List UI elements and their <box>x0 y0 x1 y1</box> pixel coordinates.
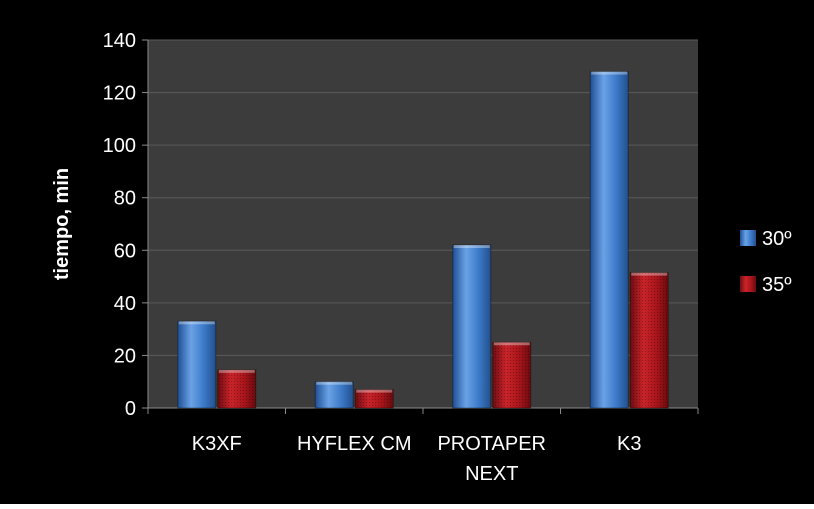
y-axis-title: tiempo, min <box>51 168 73 280</box>
bar-top-highlight <box>356 389 393 393</box>
bar-series-1-0 <box>177 320 217 409</box>
bar-top-highlight <box>453 245 490 249</box>
y-tick-label: 60 <box>114 240 136 262</box>
bar-top-highlight <box>591 71 628 75</box>
y-tick-label: 0 <box>125 398 136 420</box>
x-tick-label: K3 <box>617 433 641 455</box>
bar-texture <box>355 389 394 408</box>
legend-label-2: 35º <box>762 274 792 296</box>
bar-series-1-1 <box>314 381 354 409</box>
bar-top-highlight <box>316 381 353 385</box>
y-tick-label: 40 <box>114 293 136 315</box>
x-tick-label: K3XF <box>192 433 242 455</box>
legend-label-1: 30º <box>762 228 792 250</box>
y-tick-label: 120 <box>103 83 136 105</box>
bar-top-highlight <box>493 342 530 346</box>
x-tick-label: HYFLEX CM <box>297 433 411 455</box>
bar-top-highlight <box>631 272 668 276</box>
legend-swatch-1 <box>740 230 756 246</box>
y-tick-label: 140 <box>103 30 136 52</box>
bar-texture <box>217 369 256 408</box>
y-tick-label: 100 <box>103 135 136 157</box>
bar-series-1-3 <box>589 71 629 409</box>
legend-swatch-2 <box>740 276 756 292</box>
bar-texture <box>492 342 531 408</box>
bar-series-1-2 <box>452 244 492 409</box>
bar-top-highlight <box>218 369 255 373</box>
bar-texture <box>630 272 669 408</box>
y-tick-label: 20 <box>114 345 136 367</box>
bar-top-highlight <box>178 321 215 325</box>
x-tick-label: PROTAPER NEXT <box>437 433 546 485</box>
y-tick-label: 80 <box>114 188 136 210</box>
